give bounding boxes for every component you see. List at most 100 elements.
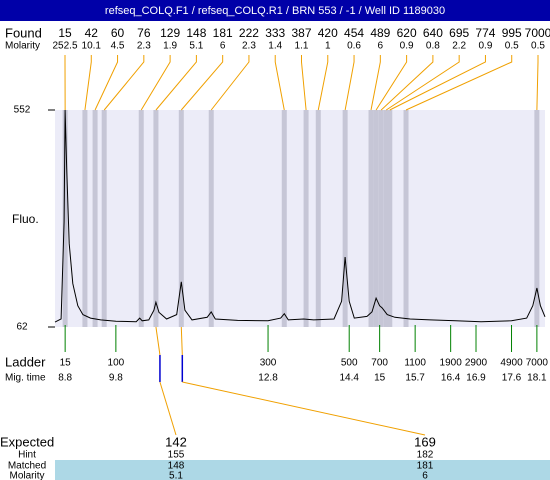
found-connector <box>180 55 224 111</box>
ladder-time: 16.9 <box>466 373 486 384</box>
expected-row-label: Hint <box>18 450 36 461</box>
ladder-time: 18.1 <box>527 373 547 384</box>
found-molarity: 252.5 <box>52 41 77 52</box>
y-tick-label: 62 <box>16 322 28 333</box>
molarity-row-bg <box>55 471 550 480</box>
molarity-label: Molarity <box>5 41 40 52</box>
match-connector-top <box>155 326 161 356</box>
found-connector <box>385 55 460 111</box>
match-connector <box>159 381 177 436</box>
found-size: 222 <box>239 26 259 40</box>
found-molarity: 0.9 <box>478 41 492 52</box>
found-size: 333 <box>265 26 285 40</box>
ladder-time: 8.8 <box>58 373 72 384</box>
found-size: 181 <box>213 26 233 40</box>
ladder-time: 16.4 <box>441 373 461 384</box>
found-connector <box>140 55 171 111</box>
ladder-size: 100 <box>108 358 125 369</box>
found-molarity: 2.3 <box>242 41 256 52</box>
title-bar <box>0 0 550 21</box>
found-size: 489 <box>370 26 390 40</box>
trace <box>54 109 546 323</box>
peak-band <box>138 110 144 327</box>
found-size: 640 <box>423 26 443 40</box>
match-connector <box>182 381 426 436</box>
found-size: 774 <box>475 26 495 40</box>
ladder-size: 2900 <box>465 358 488 369</box>
found-molarity: 1.1 <box>295 41 309 52</box>
found-size: 15 <box>58 26 72 40</box>
found-size: 695 <box>449 26 469 40</box>
found-label: Found <box>5 25 42 40</box>
ladder-size: 700 <box>371 358 388 369</box>
expected-row-label: Expected <box>0 434 54 449</box>
match-connector-top <box>180 326 183 356</box>
found-size: 454 <box>344 26 364 40</box>
found-molarity: 0.5 <box>505 41 519 52</box>
found-connector <box>94 55 119 111</box>
found-size: 76 <box>137 26 151 40</box>
found-molarity: 1 <box>325 41 331 52</box>
found-connector <box>344 55 355 111</box>
ladder-size: 7000 <box>526 358 549 369</box>
peak-band <box>368 110 374 327</box>
found-size: 129 <box>160 26 180 40</box>
peak-band <box>178 110 184 327</box>
found-size: 995 <box>502 26 522 40</box>
found-connector <box>155 55 197 111</box>
found-size: 387 <box>291 26 311 40</box>
ladder-size: 15 <box>60 358 72 369</box>
ladder-size: 1900 <box>440 358 463 369</box>
peak-band <box>208 110 214 327</box>
peak-band <box>383 110 389 327</box>
found-size: 42 <box>85 26 99 40</box>
found-molarity: 2.3 <box>137 41 151 52</box>
peak-band <box>303 110 309 327</box>
peak-band <box>387 110 393 327</box>
ladder-time: 14.4 <box>339 373 359 384</box>
expected-expected: 169 <box>414 434 436 449</box>
title: refseq_COLQ.F1 / refseq_COLQ.R1 / BRN 55… <box>105 5 445 17</box>
found-connector <box>317 55 329 111</box>
found-molarity: 1.4 <box>268 41 282 52</box>
found-size: 420 <box>318 26 338 40</box>
found-connector <box>536 55 539 111</box>
expected-matched: 181 <box>417 461 434 472</box>
found-connector <box>380 55 434 111</box>
ladder-label: Ladder <box>5 354 46 369</box>
matched-row-bg <box>55 460 550 471</box>
ladder-size: 1100 <box>404 358 426 369</box>
found-size: 148 <box>186 26 206 40</box>
found-connector <box>274 55 285 111</box>
found-connector <box>301 55 307 111</box>
ladder-size: 500 <box>341 358 358 369</box>
ladder-time: 9.8 <box>109 373 123 384</box>
found-size: 60 <box>111 26 125 40</box>
found-molarity: 4.5 <box>111 41 125 52</box>
ladder-time: 15 <box>374 373 386 384</box>
found-molarity: 10.1 <box>82 41 102 52</box>
plot-area <box>55 110 545 327</box>
mig-time-label: Mig. time <box>5 373 46 384</box>
peak-band <box>315 110 321 327</box>
peak-band <box>82 110 88 327</box>
peak-band <box>101 110 107 327</box>
found-connector <box>405 55 513 111</box>
expected-hint: 155 <box>168 450 185 461</box>
peak-band <box>342 110 348 327</box>
expected-expected: 142 <box>165 434 187 449</box>
peak-band <box>373 110 379 327</box>
peak-band <box>62 110 68 327</box>
found-molarity: 0.9 <box>400 41 414 52</box>
found-molarity: 0.5 <box>531 41 545 52</box>
peak-band <box>281 110 287 327</box>
found-size: 620 <box>397 26 417 40</box>
found-connector <box>370 55 381 111</box>
y-axis-label: Fluo. <box>12 212 39 226</box>
y-tick-label: 552 <box>14 105 31 116</box>
found-molarity: 0.8 <box>426 41 440 52</box>
found-connector <box>84 55 92 111</box>
found-connector <box>389 55 486 111</box>
